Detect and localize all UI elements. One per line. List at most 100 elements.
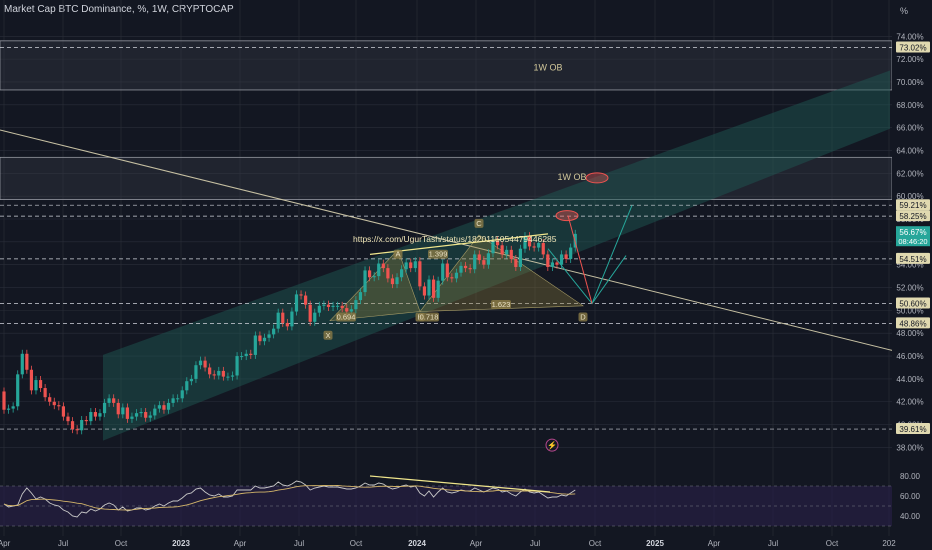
candle-body — [336, 305, 340, 307]
price-label: 48.86% — [899, 319, 926, 328]
candle-body — [285, 322, 289, 327]
candle-body — [189, 378, 193, 382]
candle-body — [121, 407, 125, 415]
candle-body — [253, 335, 257, 355]
candle-body — [48, 397, 52, 402]
price-tick: 60.00% — [896, 192, 923, 201]
candle-body — [473, 254, 477, 270]
candle-body — [559, 254, 564, 265]
pattern-label: 0.694 — [337, 313, 356, 322]
candle-body — [290, 311, 294, 327]
time-tick: Apr — [234, 539, 247, 548]
candle-body — [486, 253, 491, 265]
order-block-zone — [0, 156, 893, 200]
candle-body — [235, 356, 239, 376]
candle-body — [527, 236, 532, 247]
candle-body — [354, 300, 358, 310]
rsi-ma-line — [3, 484, 576, 511]
time-tick: Oct — [350, 539, 363, 548]
candle-body — [491, 240, 495, 254]
candle-body — [176, 398, 180, 400]
pattern-label-bg — [491, 299, 511, 309]
candle-body — [43, 388, 47, 398]
candle-body — [203, 360, 207, 368]
rsi-tick: 80.00 — [900, 472, 921, 481]
time-tick: Apr — [470, 539, 483, 548]
candle-body — [244, 353, 248, 357]
candle-body — [61, 406, 66, 417]
candle-body — [322, 304, 326, 306]
pattern-label-bg — [336, 312, 356, 322]
candle-body — [518, 248, 523, 267]
annotation-url: https://x.com/UgurTash/status/1820115054… — [353, 234, 557, 244]
candle-body — [226, 376, 230, 378]
candle-body — [180, 390, 184, 399]
candle-body — [221, 370, 225, 377]
candle-body — [125, 407, 129, 419]
price-label-bg — [896, 297, 930, 309]
candle-body — [537, 242, 541, 248]
candle-body — [299, 294, 303, 296]
candle-body — [569, 247, 573, 259]
pattern-label-bg — [428, 249, 448, 259]
candle-body — [450, 277, 454, 279]
candle-body — [422, 286, 427, 296]
pattern-label-bg — [419, 312, 439, 322]
annotation-ob: 1W OB — [533, 63, 562, 73]
price-axis — [892, 0, 932, 536]
candle-body — [262, 337, 267, 342]
pattern-label-bg — [393, 249, 403, 259]
candle-body — [6, 408, 11, 410]
pattern-label-bg — [578, 312, 588, 322]
pattern-label: 1.399 — [429, 250, 448, 259]
candle-body — [372, 276, 376, 278]
candle-body — [208, 367, 212, 375]
candle-body — [418, 261, 422, 287]
time-tick: Oct — [826, 539, 839, 548]
candle-body — [546, 254, 550, 267]
candle-body — [16, 374, 20, 407]
candle-body — [308, 304, 312, 322]
price-label: 58.25% — [899, 212, 926, 221]
candle-body — [130, 416, 134, 419]
candle-body — [349, 309, 353, 312]
ascending-channel — [103, 70, 890, 441]
candle-body — [358, 292, 363, 301]
candle-body — [212, 374, 216, 376]
price-tick: 62.00% — [896, 169, 923, 178]
price-tick: 42.00% — [896, 398, 923, 407]
candle-body — [436, 280, 440, 298]
price-label: 73.02% — [899, 43, 926, 52]
price-label: 54.51% — [899, 255, 926, 264]
candle-body — [363, 270, 367, 293]
candle-body — [171, 398, 175, 403]
price-tick: 38.00% — [896, 443, 923, 452]
candle-body — [477, 254, 481, 261]
current-price-bg — [896, 226, 930, 247]
current-price: 56.67% — [899, 228, 926, 237]
price-label-bg — [896, 317, 930, 329]
candle-body — [555, 262, 559, 265]
candle-body — [294, 294, 299, 312]
price-tick: 72.00% — [896, 55, 923, 64]
projection-arrow — [591, 205, 633, 304]
candle-body — [454, 272, 459, 279]
candle-body — [157, 405, 161, 409]
candle-body — [112, 398, 116, 403]
price-tick: 50.00% — [896, 306, 923, 315]
price-label-bg — [896, 423, 930, 435]
price-tick: 48.00% — [896, 329, 923, 338]
candle-body — [431, 279, 436, 298]
candle-body — [258, 335, 262, 342]
axis-unit: % — [900, 6, 908, 16]
time-tick: Jul — [768, 539, 778, 548]
candle-body — [89, 412, 93, 422]
candle-body — [368, 270, 372, 278]
candle-body — [148, 415, 152, 418]
candle-body — [468, 268, 472, 270]
candle-body — [386, 268, 390, 279]
candle-body — [249, 353, 253, 355]
candle-body — [93, 412, 97, 417]
candle-body — [139, 412, 143, 414]
